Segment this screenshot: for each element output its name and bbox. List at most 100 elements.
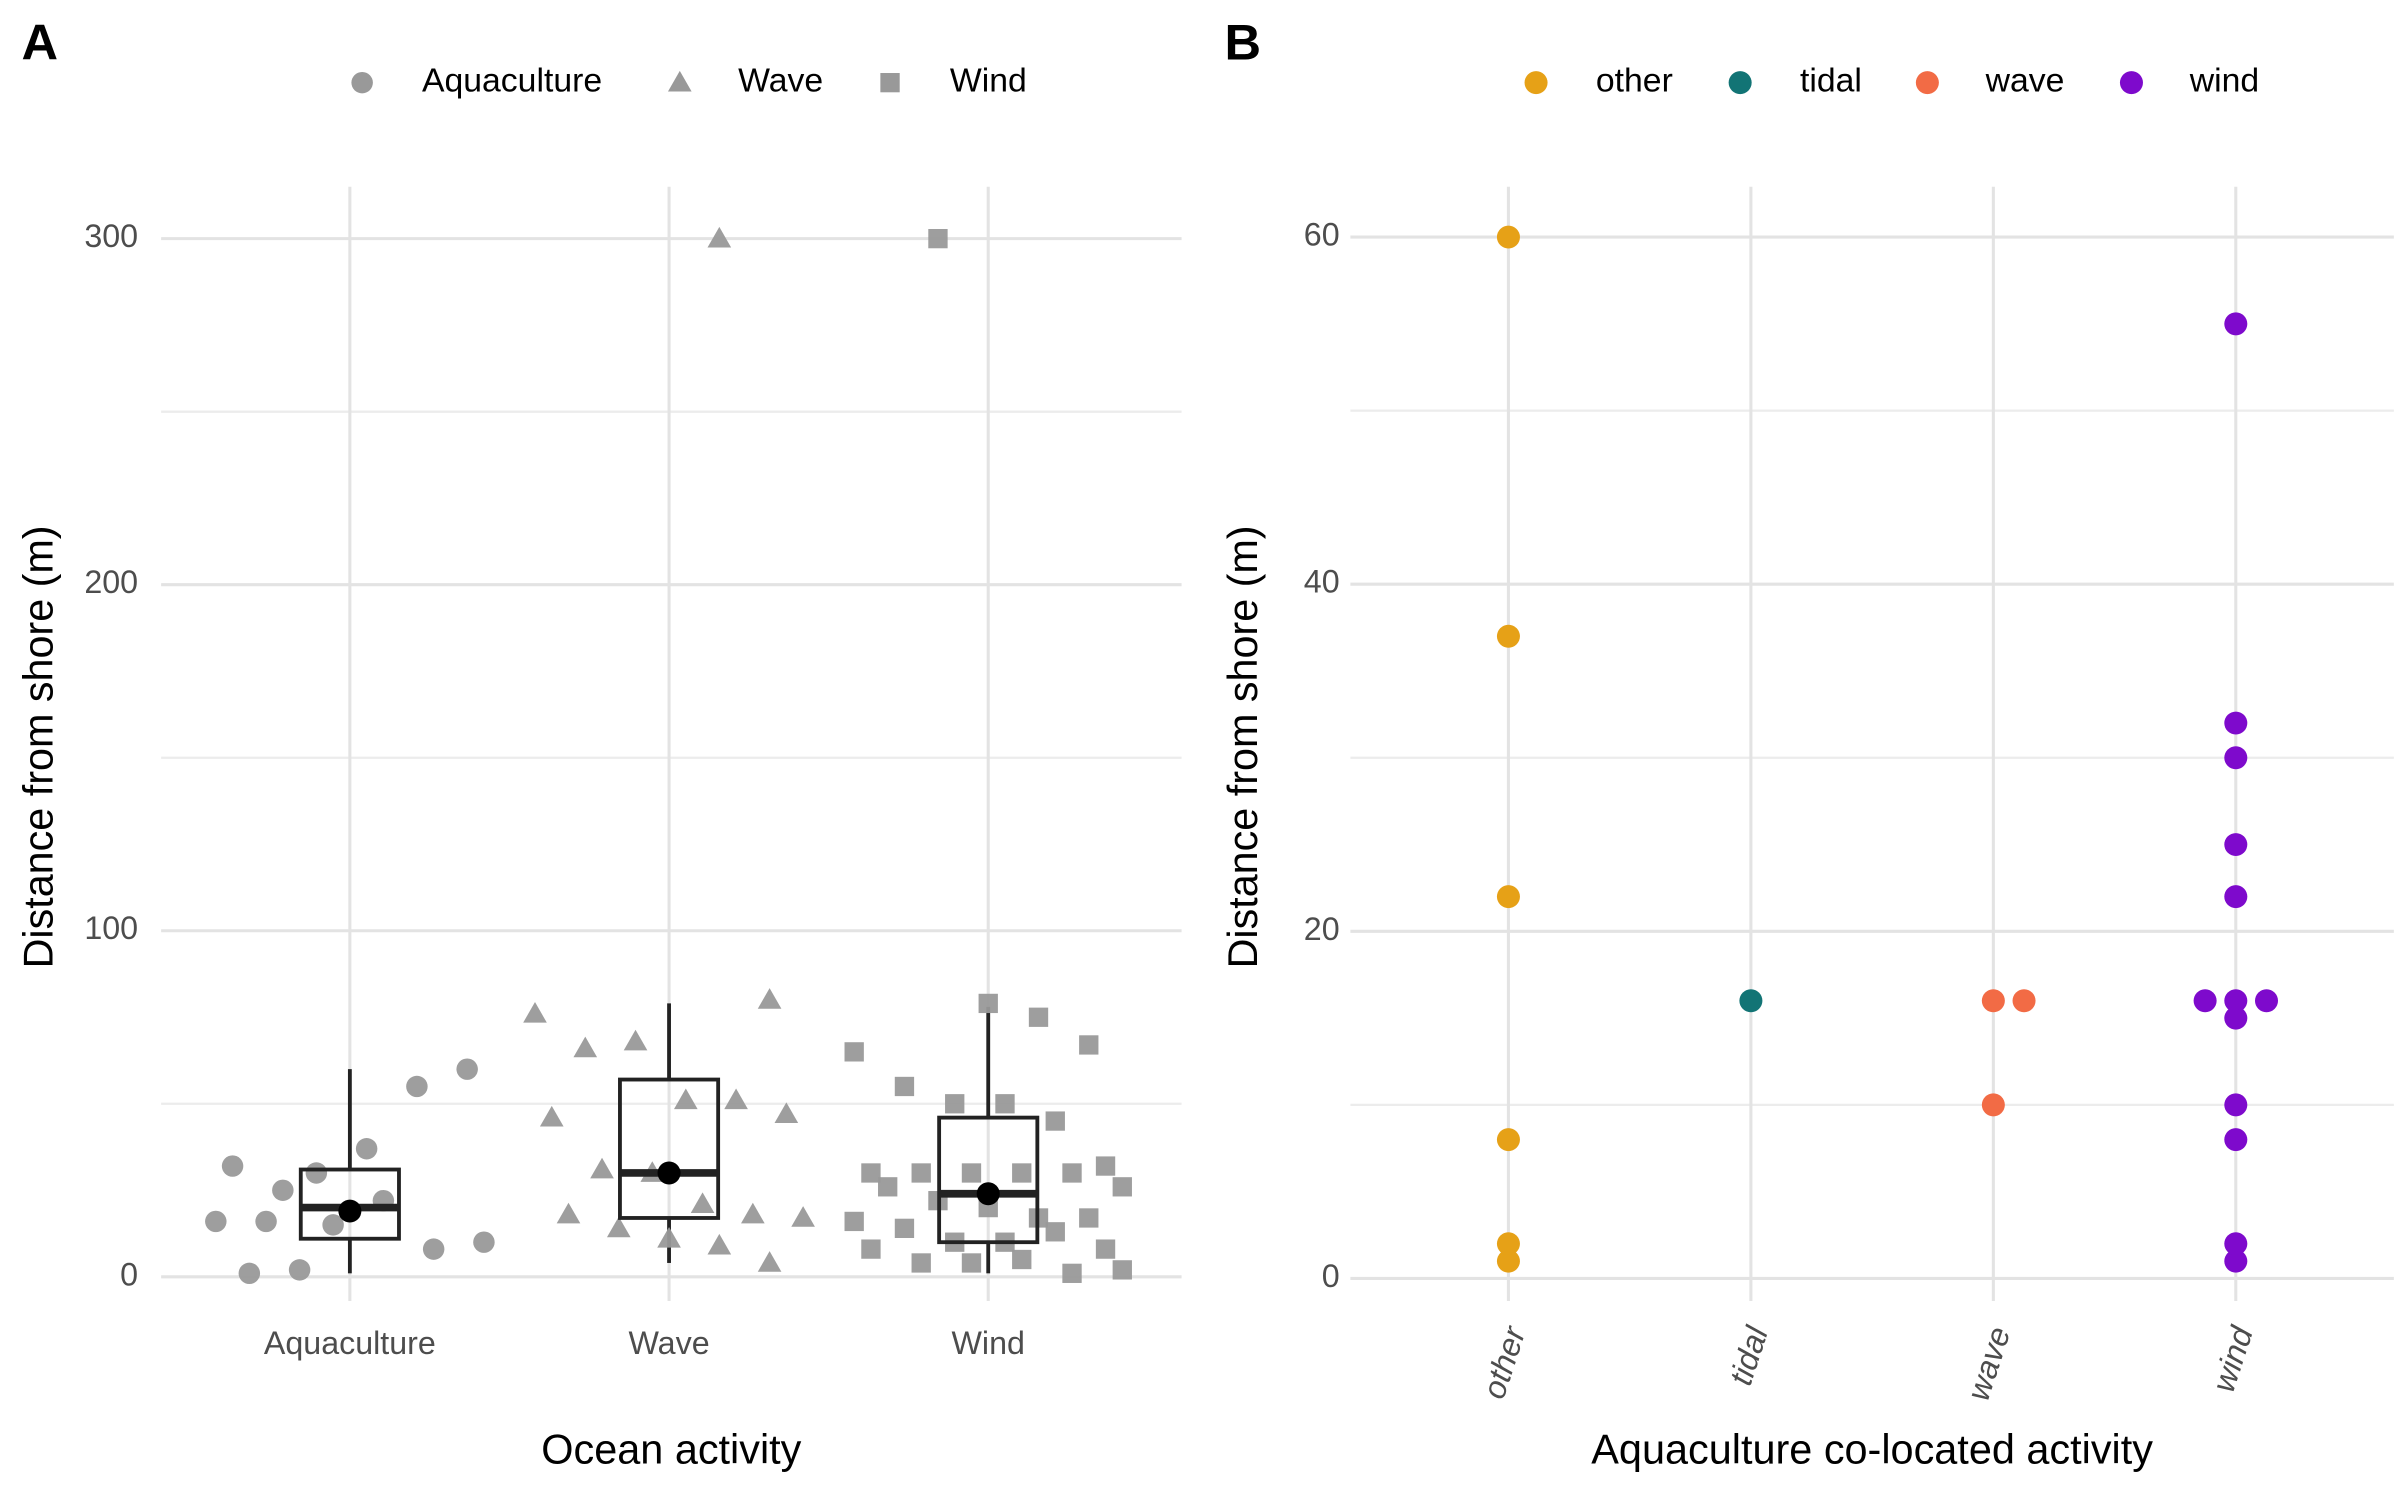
data-point bbox=[1496, 885, 1520, 909]
data-point bbox=[255, 1210, 277, 1233]
data-point bbox=[928, 228, 948, 249]
data-point bbox=[657, 1226, 681, 1248]
data-point bbox=[1095, 1239, 1116, 1259]
legend-label: Wave bbox=[738, 62, 823, 100]
legend-label: tidal bbox=[1800, 62, 1862, 100]
data-point bbox=[2224, 833, 2248, 857]
data-point bbox=[1045, 1222, 1065, 1242]
data-point bbox=[945, 1094, 965, 1114]
data-point bbox=[707, 226, 732, 248]
y-tick-label: 300 bbox=[84, 218, 138, 254]
x-axis-title: Aquaculture co-located activity bbox=[1591, 1427, 2153, 1473]
x-tick-label: wave bbox=[1960, 1322, 2018, 1404]
data-point bbox=[844, 1211, 864, 1232]
data-point bbox=[961, 1253, 982, 1273]
box bbox=[618, 1077, 721, 1220]
data-point bbox=[2224, 711, 2248, 735]
data-point bbox=[238, 1262, 261, 1285]
y-tick-label: 40 bbox=[1304, 564, 1340, 600]
y-tick-label: 60 bbox=[1304, 217, 1340, 253]
data-point bbox=[2224, 312, 2248, 336]
data-point bbox=[791, 1206, 815, 1227]
box bbox=[937, 1115, 1040, 1245]
data-point bbox=[1062, 1263, 1082, 1283]
data-point bbox=[911, 1163, 931, 1183]
data-point bbox=[911, 1253, 931, 1273]
data-point bbox=[673, 1088, 698, 1110]
y-axis-title: Distance from shore (m) bbox=[15, 525, 61, 968]
legend-label: other bbox=[1596, 62, 1673, 100]
data-point bbox=[690, 1192, 715, 1213]
data-point bbox=[523, 1002, 547, 1023]
y-tick-label: 0 bbox=[120, 1256, 138, 1292]
legend-label: Aquaculture bbox=[422, 62, 602, 100]
data-point bbox=[272, 1179, 294, 1201]
data-point bbox=[2224, 1249, 2248, 1273]
data-point bbox=[894, 1218, 915, 1238]
mean-point bbox=[657, 1161, 681, 1185]
data-point bbox=[1981, 1093, 2005, 1117]
data-point bbox=[741, 1202, 765, 1224]
data-point bbox=[1062, 1163, 1082, 1183]
data-point bbox=[1496, 1232, 1520, 1256]
y-tick-label: 0 bbox=[1322, 1258, 1340, 1294]
data-point bbox=[205, 1210, 227, 1233]
data-point bbox=[757, 1251, 782, 1272]
panel-label: B bbox=[1225, 13, 1262, 70]
legend-marker bbox=[1915, 71, 1939, 95]
data-point bbox=[2012, 989, 2036, 1013]
data-point bbox=[221, 1155, 244, 1177]
legend-marker bbox=[1524, 71, 1548, 95]
data-point bbox=[288, 1259, 311, 1281]
data-point bbox=[978, 993, 998, 1014]
data-point bbox=[556, 1202, 581, 1224]
data-point bbox=[1095, 1156, 1116, 1176]
data-point bbox=[2224, 1128, 2248, 1152]
data-point bbox=[757, 988, 782, 1009]
data-point bbox=[861, 1163, 881, 1183]
x-tick-label: wind bbox=[2205, 1321, 2260, 1396]
data-point bbox=[606, 1216, 631, 1238]
y-tick-label: 100 bbox=[84, 910, 138, 946]
data-point bbox=[1079, 1208, 1099, 1228]
data-point bbox=[861, 1239, 881, 1259]
legend-marker bbox=[1728, 71, 1752, 95]
mean-point bbox=[338, 1199, 362, 1223]
data-point bbox=[322, 1214, 344, 1236]
data-point bbox=[2224, 1093, 2248, 1117]
data-point bbox=[2224, 1006, 2248, 1030]
data-point bbox=[995, 1094, 1015, 1114]
data-point bbox=[1739, 989, 1763, 1013]
data-point bbox=[1496, 1249, 1520, 1273]
data-point bbox=[1045, 1111, 1065, 1131]
legend-marker bbox=[351, 71, 373, 94]
data-point bbox=[456, 1058, 478, 1080]
data-point bbox=[894, 1076, 915, 1097]
x-tick-label: other bbox=[1475, 1321, 1532, 1403]
y-axis-title: Distance from shore (m) bbox=[1220, 525, 1266, 968]
legend-label: wind bbox=[2189, 62, 2259, 100]
data-point bbox=[1028, 1007, 1049, 1027]
data-point bbox=[724, 1088, 748, 1110]
data-point bbox=[2224, 885, 2248, 909]
panel-label: A bbox=[21, 13, 58, 70]
data-point bbox=[355, 1138, 378, 1160]
data-point bbox=[2224, 989, 2248, 1013]
data-point bbox=[878, 1177, 898, 1197]
legend-marker bbox=[880, 73, 900, 93]
data-point bbox=[1496, 624, 1520, 648]
data-point bbox=[1012, 1163, 1032, 1183]
legend-marker bbox=[2119, 71, 2143, 95]
data-point bbox=[961, 1163, 982, 1183]
legend-marker bbox=[667, 70, 692, 92]
data-point bbox=[590, 1157, 614, 1179]
legend-label: wave bbox=[1985, 62, 2065, 100]
data-point bbox=[1496, 1128, 1520, 1152]
x-tick-label: Wave bbox=[628, 1325, 709, 1361]
data-point bbox=[774, 1102, 799, 1123]
data-point bbox=[844, 1042, 864, 1062]
data-point bbox=[1496, 225, 1520, 249]
data-point bbox=[539, 1105, 564, 1127]
data-point bbox=[1112, 1260, 1132, 1280]
